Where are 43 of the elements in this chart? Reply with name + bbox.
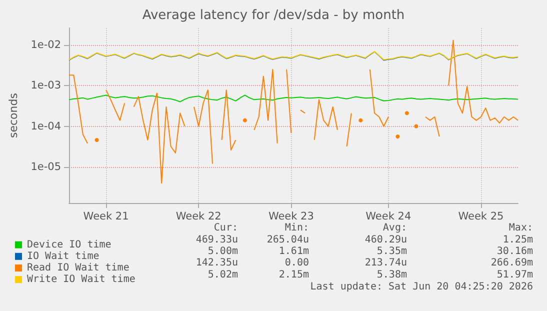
x-tick-label: Week 25 [458, 210, 504, 222]
text: Max: [508, 222, 533, 234]
text: 460.29u [364, 234, 407, 246]
text: Min: [284, 222, 309, 234]
x-tick-label: Week 24 [366, 210, 412, 222]
y-tick-label: 1e-03 [30, 80, 61, 92]
point [404, 111, 409, 116]
text: 5.35m [376, 246, 407, 258]
text: 5.02m [208, 269, 238, 280]
point [242, 118, 247, 122]
y-tick-label: 1e-05 [30, 160, 61, 173]
text: 266.69m [490, 258, 533, 269]
legend-label: IO Wait time [27, 250, 100, 262]
text: 5.00m [208, 246, 238, 258]
y-axis-title: seconds [7, 92, 20, 138]
text: Cur: [214, 222, 238, 234]
x-tick-label: Week 21 [83, 210, 129, 222]
legend-label: Device IO time [27, 239, 112, 250]
point [358, 118, 363, 122]
text: 30.16m [496, 246, 533, 258]
text: 265.04u [266, 234, 309, 246]
text: 142.35u [196, 258, 238, 269]
x-tick-label: Week 23 [268, 210, 314, 222]
text: 5.38m [376, 269, 407, 280]
legend-label: Read IO Wait time [27, 262, 130, 274]
chart-title: Average latency for /dev/sda - by month [142, 8, 405, 23]
point [94, 138, 99, 142]
text: Last update: Sat Jun 20 04:25:20 2026 [310, 282, 533, 292]
text: 1.25m [502, 234, 533, 246]
text: 1.61m [278, 246, 309, 258]
line-series [68, 94, 518, 102]
x-tick-label: Week 22 [176, 210, 222, 222]
text: 213.74u [364, 258, 407, 269]
text: 469.33u [196, 234, 238, 246]
y-tick-label: 1e-04 [30, 120, 62, 132]
text: Avg: [382, 222, 407, 234]
legend-label: Write IO Wait time [27, 274, 136, 286]
text: 0.00 [284, 258, 309, 269]
y-tick-label: 1e-02 [30, 38, 61, 51]
point [414, 124, 418, 128]
text: 2.15m [278, 269, 309, 280]
text: 51.97m [496, 269, 533, 280]
point [396, 134, 400, 139]
